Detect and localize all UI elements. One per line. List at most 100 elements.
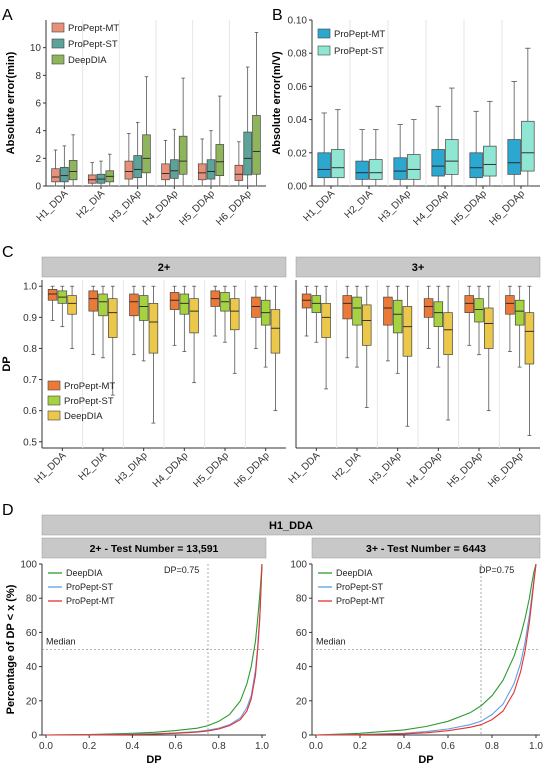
panel-a-y-tick-label: 8 xyxy=(35,71,41,82)
panel-d-3plus-hline-label: Median xyxy=(316,637,346,647)
panel-a-box xyxy=(142,134,151,174)
panel-b-box xyxy=(407,154,421,180)
panel-b-x-tick-label: H3_DIAp xyxy=(377,188,414,225)
facet-strip-c-3plus xyxy=(295,256,541,278)
panel-c-2plus-box xyxy=(129,293,139,317)
panel-a-box xyxy=(51,168,60,183)
panel-c-legend-label: ProPept-ST xyxy=(64,396,114,407)
panel-a-y-label: Absolute error(min) xyxy=(5,51,17,154)
panel-a-box xyxy=(60,166,69,183)
panel-c-2plus-x-tick-label: H1_DDA xyxy=(33,450,69,486)
panel-a-x-tick-label: H1_DDA xyxy=(35,188,71,224)
panel-c-3plus-box xyxy=(474,298,484,323)
panel-d-2plus-series-line xyxy=(45,563,263,736)
panel-c-3plus-box xyxy=(402,306,413,357)
panel-b-y-tick-label: 0.04 xyxy=(288,115,308,126)
facet-label-d-3plus: 3+ - Test Number = 6443 xyxy=(366,543,486,555)
panel-c-2plus-y-label: DP xyxy=(1,356,13,371)
panel-d-2plus-y-tick-label: 100 xyxy=(20,560,37,571)
panel-b-box xyxy=(521,120,535,172)
panel-c-legend-label: DeepDIA xyxy=(64,411,103,422)
panel-b-box xyxy=(317,152,331,179)
panel-d-3plus-y-tick-label: 0 xyxy=(301,731,307,742)
panel-c-3plus-box xyxy=(301,293,312,309)
panel-b-x-tick-label: H4_DDAp xyxy=(412,188,452,228)
panel-c-3plus-box xyxy=(433,301,444,328)
panel-c-legend-swatch xyxy=(47,380,61,391)
panel-c-3plus-box xyxy=(383,296,393,326)
panel-c-2plus-y-tick-label: 0.6 xyxy=(23,406,37,417)
panel-c-3plus-box xyxy=(524,312,535,365)
panel-a-legend-swatch xyxy=(51,38,65,49)
panel-b-legend-label: ProPept-ST xyxy=(334,46,384,57)
panel-a-y-tick-label: 2 xyxy=(35,154,41,165)
panel-a-legend-label: DeepDIA xyxy=(68,55,107,66)
facet-strip-c-2plus xyxy=(41,256,287,278)
panel-a-y-tick-label: 10 xyxy=(30,43,42,54)
panel-c-3plus-x-tick-label: H6_DDAp xyxy=(486,450,526,490)
panel-a-box xyxy=(133,155,142,179)
panel-b-y-label: Absolute error(m/V) xyxy=(271,51,283,155)
panel-d-2plus-legend-label: DeepDIA xyxy=(66,568,103,578)
panel-b-legend-swatch xyxy=(317,28,331,39)
panel-c-2plus-y-tick-label: 0.9 xyxy=(23,313,37,324)
panel-d-2plus-x-tick-label: 1.0 xyxy=(255,741,269,752)
panel-d-2plus-x-tick-label: 0.6 xyxy=(169,741,183,752)
panel-a-legend-swatch xyxy=(51,54,65,65)
panel-d-3plus-x-tick-label: 0.2 xyxy=(353,741,367,752)
panel-d-2plus-x-tick-label: 0.0 xyxy=(39,741,53,752)
panel-b-box xyxy=(483,145,497,177)
panel-c-2plus-box xyxy=(98,293,108,317)
panel-d-3plus-series-line xyxy=(315,563,537,736)
panel-c-3plus-x-tick-label: H1_DDA xyxy=(287,450,323,486)
panel-letter-c: C xyxy=(2,244,14,261)
panel-b-box xyxy=(431,149,445,177)
facet-title-d: H1_DDA xyxy=(269,520,313,532)
panel-c-2plus-x-tick-label: H2_DIA xyxy=(77,450,110,483)
panel-a-box xyxy=(215,144,225,176)
panel-a-legend-label: ProPept-MT xyxy=(68,23,119,34)
panel-c-3plus-box xyxy=(362,304,372,346)
panel-b-box xyxy=(469,152,483,179)
panel-d-2plus-x-tick-label: 0.4 xyxy=(125,741,139,752)
panel-d-3plus-x-tick-label: 0.6 xyxy=(441,741,455,752)
panel-a-box xyxy=(252,115,261,175)
panel-a-box xyxy=(206,159,216,180)
panel-a-x-tick-label: H5_DDAp xyxy=(178,188,218,228)
panel-d-3plus-y-tick-label: 40 xyxy=(296,662,308,673)
panel-d-2plus-y-tick-label: 80 xyxy=(26,594,38,605)
panel-b-box xyxy=(331,149,345,179)
panel-a-legend-label: ProPept-ST xyxy=(68,39,118,50)
panel-d-3plus-y-tick-label: 80 xyxy=(296,594,308,605)
panel-c-2plus-box xyxy=(189,298,199,334)
panel-a-box xyxy=(178,135,188,175)
panel-c-3plus-box xyxy=(464,295,474,314)
panel-letter-b: B xyxy=(272,7,283,24)
panel-c-3plus-box xyxy=(423,298,434,318)
panel-c-3plus-box xyxy=(443,312,453,356)
panel-d-2plus-y-tick-label: 20 xyxy=(26,696,38,707)
panel-b-y-tick-label: 0.08 xyxy=(288,49,308,60)
panel-c-3plus-x-tick-label: H5_DDAp xyxy=(446,450,486,490)
panel-c-2plus-box xyxy=(88,290,98,312)
panel-c-legend-swatch xyxy=(47,410,61,421)
panel-c-3plus-box xyxy=(514,299,525,326)
panel-d-2plus-x-label: DP xyxy=(146,754,161,766)
panel-b-y-tick-label: 0.10 xyxy=(288,16,308,27)
panel-a-x-tick-label: H4_DDAp xyxy=(141,188,181,228)
panel-d-3plus-x-tick-label: 1.0 xyxy=(529,741,543,752)
panel-d-2plus-legend-label: ProPept-MT xyxy=(66,596,115,606)
panel-d-3plus-legend-label: DeepDIA xyxy=(336,568,373,578)
facet-strip-d-3plus xyxy=(311,537,541,559)
panel-d-3plus-x-label: DP xyxy=(418,754,433,766)
panel-c-2plus-box xyxy=(47,288,58,301)
facet-label-d-2plus: 2+ - Test Number = 13,591 xyxy=(90,543,219,555)
panel-c-2plus-y-tick-label: 1.0 xyxy=(23,282,37,293)
panel-d-2plus-vline-label: DP=0.75 xyxy=(164,565,199,575)
panel-c-legend-swatch xyxy=(47,395,61,406)
panel-d-y-label: Percentage of DP < x (%) xyxy=(5,584,17,714)
panel-a-x-tick-label: H2_DIA xyxy=(75,188,108,221)
panel-d-3plus-y-tick-label: 60 xyxy=(296,628,308,639)
panel-d-2plus-y-tick-label: 40 xyxy=(26,662,38,673)
panel-a-x-tick-label: H6_DDAp xyxy=(214,188,254,228)
